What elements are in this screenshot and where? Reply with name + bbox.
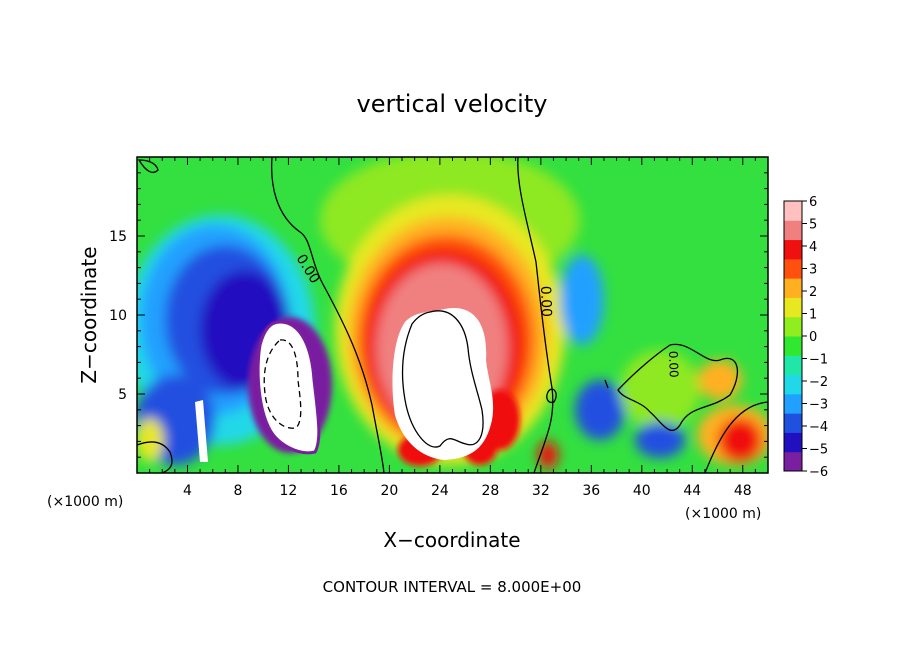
downdraft-saturated-core xyxy=(256,320,321,455)
colorbar-tick-label: −4 xyxy=(809,420,828,435)
colorbar-tick-label: −5 xyxy=(809,443,828,458)
inner-contour-updraft xyxy=(401,310,484,448)
colorbar-tick-label: −1 xyxy=(809,353,828,368)
colorbar-tick-label: 5 xyxy=(809,218,817,233)
x-tick-label: 24 xyxy=(431,483,449,499)
colorbar-swatch xyxy=(784,239,802,260)
contour-lines xyxy=(137,157,768,473)
colorbar-tick-label: 4 xyxy=(809,240,817,255)
colorbar-swatch xyxy=(784,220,802,241)
colorbar-swatch xyxy=(784,297,802,318)
colorbar-tick-label: −3 xyxy=(809,398,828,413)
x-tick-label: 44 xyxy=(683,483,701,499)
chart-title: vertical velocity xyxy=(357,90,548,118)
colorbar-swatch xyxy=(784,393,802,414)
colorbar-swatch xyxy=(784,278,802,298)
colorbar-swatch xyxy=(784,432,802,453)
colorbar-swatch xyxy=(784,451,802,472)
velocity-field: 0.00 0.00 0.00 xyxy=(137,157,768,473)
zero-contour-corner xyxy=(137,441,173,473)
y-tick-label: 5 xyxy=(118,387,127,403)
zero-contour-small xyxy=(546,388,557,404)
x-unit-right: (×1000 m) xyxy=(685,506,761,522)
contour-interval-note: CONTOUR INTERVAL = 8.000E+00 xyxy=(323,578,582,596)
x-axis: 4 8 12 16 20 24 28 32 36 40 44 48 xyxy=(149,157,756,499)
x-tick-label: 4 xyxy=(183,483,192,499)
colorbar-swatch xyxy=(784,355,802,376)
contour-label: 0.00 xyxy=(666,351,681,378)
colorbar-tick-label: 3 xyxy=(809,263,817,278)
colorbar-tick-label: −6 xyxy=(809,465,828,480)
x-tick-label: 28 xyxy=(481,483,499,499)
colorbar-tick-label: 2 xyxy=(809,285,817,300)
colorbar-tick-label: 6 xyxy=(809,195,817,210)
x-tick-label: 32 xyxy=(532,483,550,499)
zero-contour-top-corner xyxy=(137,159,159,174)
colorbar-tick-label: 0 xyxy=(809,330,817,345)
y-tick-label: 15 xyxy=(109,229,127,245)
contour-label: 0.00 xyxy=(537,286,554,318)
x-axis-label: X−coordinate xyxy=(383,528,520,552)
x-unit-left: (×1000 m) xyxy=(47,494,123,510)
colorbar-swatch xyxy=(784,374,802,395)
x-tick-label: 12 xyxy=(280,483,298,499)
colorbar: 6 5 4 3 2 1 0 −1 −2 −3 −4 −5 −6 xyxy=(783,195,828,480)
y-axis: 5 10 15 xyxy=(109,172,768,458)
zero-contour-tick xyxy=(604,379,609,389)
y-tick-label: 10 xyxy=(109,308,127,324)
colorbar-swatch xyxy=(784,336,802,356)
x-tick-label: 48 xyxy=(734,483,752,499)
zero-contour-right xyxy=(517,157,554,473)
colorbar-swatch xyxy=(784,258,802,279)
colorbar-tick-label: −2 xyxy=(809,375,828,390)
inner-contour-downdraft xyxy=(263,339,302,429)
colorbar-tick-label: 1 xyxy=(809,308,817,323)
x-tick-label: 8 xyxy=(233,483,242,499)
x-tick-label: 36 xyxy=(582,483,600,499)
colorbar-swatch xyxy=(784,413,802,433)
zero-contour-left xyxy=(271,157,385,473)
zero-contour-right-cell xyxy=(704,401,768,473)
updraft-saturated-core xyxy=(392,308,494,460)
zero-contour-cluster xyxy=(617,343,739,432)
y-axis-label: Z−coordinate xyxy=(77,246,101,383)
colorbar-swatch xyxy=(784,316,802,337)
downdraft-streak xyxy=(195,400,208,462)
colorbar-swatch xyxy=(784,201,802,221)
x-tick-label: 20 xyxy=(380,483,398,499)
x-tick-label: 16 xyxy=(330,483,348,499)
x-tick-label: 40 xyxy=(633,483,651,499)
